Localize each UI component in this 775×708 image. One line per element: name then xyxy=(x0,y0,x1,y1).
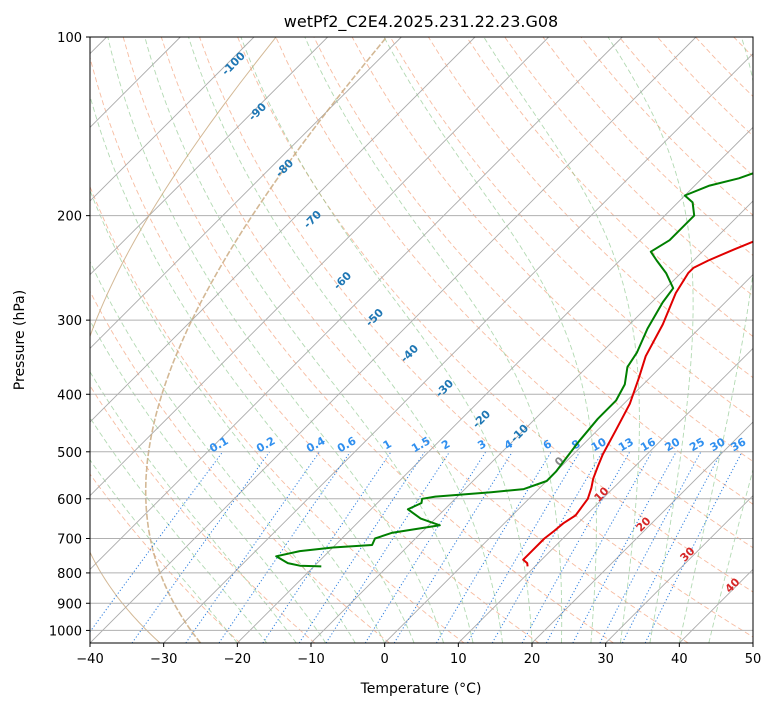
reference-curve xyxy=(144,37,388,643)
dry-adiabat-line xyxy=(237,37,753,593)
reference-curve xyxy=(90,37,277,643)
x-tick-label: 30 xyxy=(597,652,614,667)
moist-adiabat-line xyxy=(678,37,753,643)
isotherm-line xyxy=(90,37,328,276)
dry-adiabat-line xyxy=(90,290,390,643)
mixing-ratio-line xyxy=(298,451,426,643)
x-tick-label: −40 xyxy=(76,652,103,667)
mixing-ratio-line xyxy=(393,451,513,643)
moist-adiabat-line xyxy=(90,416,268,643)
x-tick-label: 40 xyxy=(671,652,688,667)
background-lines xyxy=(90,37,753,643)
mixing-ratio-line xyxy=(325,451,451,643)
mixing-ratio-line xyxy=(262,451,392,643)
isotherm-line xyxy=(237,126,753,643)
chart-title: wetPf2_C2E4.2025.231.22.23.G08 xyxy=(284,12,558,32)
x-tick-label: −20 xyxy=(224,652,251,667)
temperature-profile-line xyxy=(522,240,753,567)
isotherm-line xyxy=(90,37,402,349)
mixing-ratio-line xyxy=(467,451,581,643)
dry-adiabat-line xyxy=(160,37,689,643)
isotherm-line xyxy=(384,274,753,643)
dewpoint-profile-line xyxy=(275,172,753,568)
dry-adiabat-line xyxy=(428,37,753,379)
dry-adiabat-line xyxy=(90,473,241,643)
moist-adiabat-line xyxy=(383,37,597,643)
isotherm-line xyxy=(163,53,753,643)
x-tick-label: 20 xyxy=(524,652,541,667)
dry-adiabat-line xyxy=(199,37,753,638)
dry-adiabat-line xyxy=(504,37,753,297)
mixing-ratio-line xyxy=(491,451,603,643)
dry-adiabat-line xyxy=(90,384,315,643)
isotherm-line xyxy=(458,347,753,643)
isotherm-line xyxy=(90,37,549,497)
isotherm-line xyxy=(90,37,476,423)
moist-adiabat-line xyxy=(107,37,445,643)
isotherm-line xyxy=(605,495,753,643)
mixing-ratio-line xyxy=(131,451,271,643)
isotherm-line xyxy=(90,37,255,202)
moist-adiabat-line xyxy=(483,37,640,643)
x-tick-label: −30 xyxy=(150,652,177,667)
x-tick-label: −10 xyxy=(297,652,324,667)
mixing-ratio-line xyxy=(545,451,653,643)
moist-adiabat-line xyxy=(90,260,356,643)
y-tick-label: 500 xyxy=(57,446,82,461)
moist-adiabat-line xyxy=(90,189,386,643)
profile-series xyxy=(275,172,753,568)
moist-adiabat-line xyxy=(144,37,474,643)
y-tick-label: 600 xyxy=(57,493,82,508)
moist-adiabat-line xyxy=(90,319,327,643)
dry-adiabat-line xyxy=(351,37,753,463)
dry-adiabat-line xyxy=(122,37,614,643)
y-tick-label: 700 xyxy=(57,533,82,548)
y-tick-label: 800 xyxy=(57,567,82,582)
plot-frame xyxy=(89,36,754,644)
moist-adiabat-line xyxy=(304,37,563,643)
mixing-ratio-line xyxy=(521,451,631,643)
mixing-ratio-line xyxy=(185,451,321,643)
x-axis-title: Temperature (°C) xyxy=(360,681,482,697)
y-tick-label: 1000 xyxy=(49,624,82,639)
y-axis-title: Pressure (hPa) xyxy=(12,290,28,390)
y-tick-label: 100 xyxy=(57,31,82,46)
moist-adiabat-line xyxy=(188,37,503,643)
moist-adiabat-line xyxy=(240,37,533,643)
y-tick-label: 200 xyxy=(57,210,82,225)
moist-adiabat-line xyxy=(708,467,753,643)
mixing-ratio-line xyxy=(572,451,677,643)
moist-adiabat-line xyxy=(607,37,694,643)
y-tick-label: 400 xyxy=(57,388,82,403)
mixing-ratio-line xyxy=(435,451,552,643)
isotherm-line xyxy=(531,421,753,643)
isotherm-line xyxy=(310,200,753,643)
mixing-ratio-line xyxy=(599,451,702,643)
dry-adiabat-line xyxy=(90,185,465,643)
y-tick-label: 300 xyxy=(57,314,82,329)
x-tick-label: 0 xyxy=(381,652,389,667)
isotherm-line xyxy=(90,37,697,643)
y-tick-label: 900 xyxy=(57,597,82,612)
dry-adiabat-line xyxy=(275,37,753,549)
moist-adiabat-line xyxy=(90,459,238,643)
x-tick-label: 50 xyxy=(745,652,762,667)
x-tick-label: 10 xyxy=(450,652,467,667)
dry-adiabat-line xyxy=(90,55,540,643)
isotherm-line xyxy=(90,37,623,570)
